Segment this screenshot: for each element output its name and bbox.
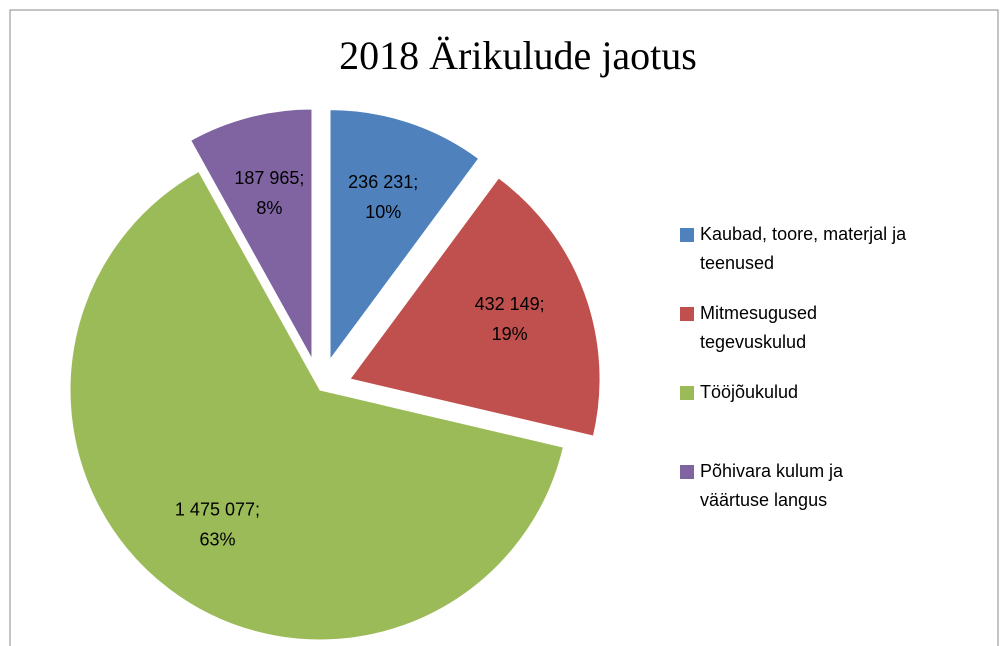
- legend-label: Kaubad, toore, materjal ja teenused: [700, 224, 907, 273]
- data-label: 432 149;: [475, 294, 545, 314]
- data-label: 19%: [492, 324, 528, 344]
- data-label: 10%: [365, 202, 401, 222]
- legend-item: Mitmesugused tegevuskulud: [680, 299, 910, 378]
- legend: Kaubad, toore, materjal ja teenused Mitme…: [680, 220, 910, 536]
- legend-label: Põhivara kulum ja väärtuse langus: [700, 461, 844, 510]
- legend-swatch: [680, 465, 694, 479]
- legend-item: Kaubad, toore, materjal ja teenused: [680, 220, 910, 299]
- legend-item: Põhivara kulum ja väärtuse langus: [680, 457, 910, 536]
- data-label: 63%: [199, 529, 235, 549]
- legend-label: Mitmesugused tegevuskulud: [700, 303, 818, 352]
- pie-slice: [69, 170, 564, 641]
- pie-slice: [329, 109, 480, 362]
- legend-swatch: [680, 307, 694, 321]
- legend-swatch: [680, 386, 694, 400]
- legend-swatch: [680, 228, 694, 242]
- data-label: 1 475 077;: [175, 499, 260, 519]
- legend-label: Tööjõukulud: [700, 382, 799, 402]
- data-label: 187 965;: [234, 168, 304, 188]
- pie-slice: [190, 108, 313, 361]
- chart-border: [9, 9, 999, 646]
- chart-title: 2018 Ärikulude jaotus: [339, 33, 697, 78]
- legend-item: Tööjõukulud: [680, 378, 910, 457]
- pie-slice: [349, 177, 601, 437]
- data-label: 236 231;: [348, 172, 418, 192]
- data-label: 8%: [256, 198, 282, 218]
